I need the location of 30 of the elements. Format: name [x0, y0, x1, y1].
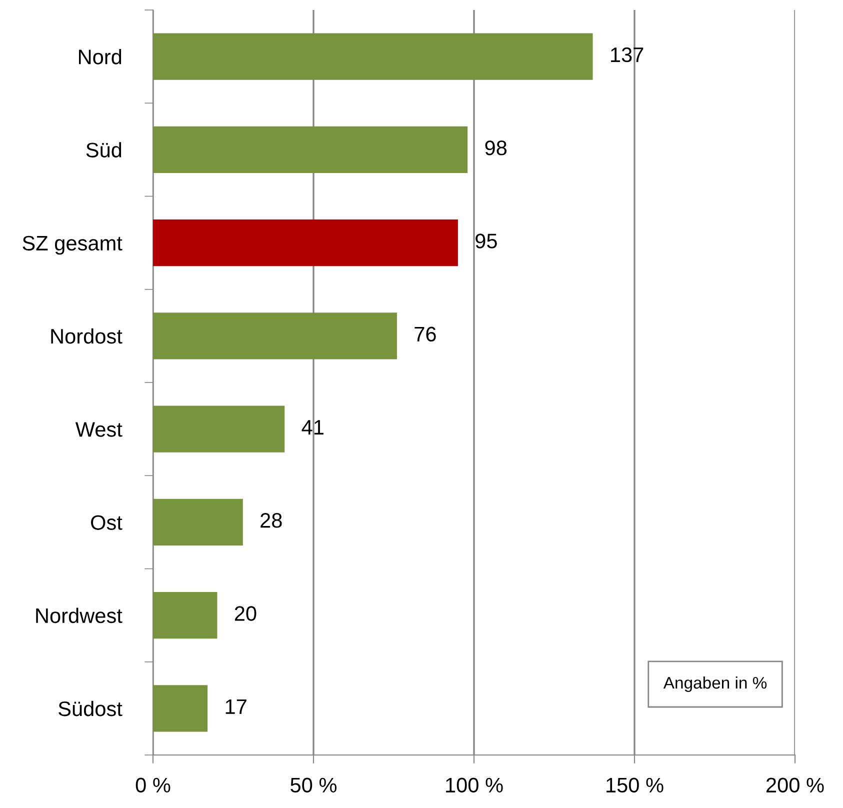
y-tick-label: Nordwest	[36, 608, 122, 624]
x-tick-label: 50 %	[290, 778, 337, 793]
x-tick-label: 100 %	[446, 778, 503, 793]
data-label: 95	[476, 234, 497, 248]
y-tick-label: SZ gesamt	[22, 236, 122, 255]
bar	[153, 406, 285, 452]
y-tick-label: West	[75, 422, 122, 437]
bar	[153, 592, 218, 639]
bar	[153, 312, 397, 360]
bar	[153, 498, 243, 546]
y-tick-label: Nord	[79, 49, 122, 64]
y-tick-label: Süd	[86, 142, 122, 158]
data-label: 20	[234, 606, 256, 621]
data-label: 137	[611, 47, 644, 62]
bar	[153, 126, 468, 173]
data-label: 17	[226, 699, 246, 714]
annotation: Angaben in %	[663, 676, 767, 692]
bar	[153, 685, 208, 732]
bar	[153, 33, 593, 80]
x-tick-label: 150 %	[606, 778, 664, 793]
data-label: 28	[260, 513, 282, 528]
x-tick-label: 0 %	[136, 778, 170, 793]
y-tick-label: Ost	[91, 515, 122, 530]
data-label: 98	[485, 140, 507, 156]
data-label: 41	[302, 420, 324, 434]
data-label: 76	[414, 326, 436, 342]
x-tick-label: 200 %	[766, 778, 824, 793]
y-tick-label: Südost	[58, 700, 122, 716]
bar	[153, 220, 458, 266]
y-tick-label: Nordost	[51, 328, 122, 344]
